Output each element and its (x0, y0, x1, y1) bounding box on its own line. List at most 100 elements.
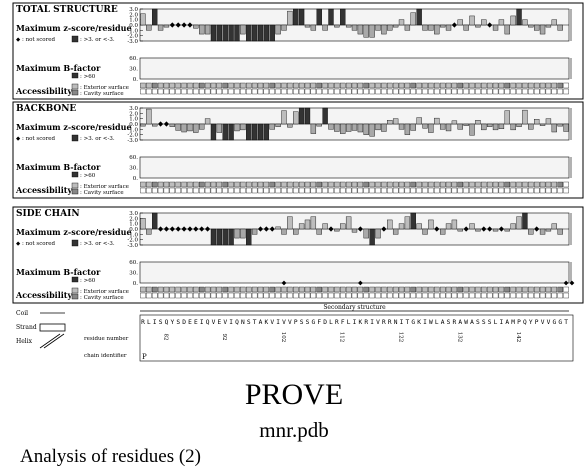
accessibility-cell (457, 187, 463, 194)
accessibility-cell (187, 286, 193, 293)
not-scored-marker (169, 226, 175, 232)
sequence-residue: V (282, 319, 286, 326)
page-title: PROVE (244, 378, 344, 411)
zscore-bar (463, 123, 469, 126)
accessibility-cell (498, 292, 505, 299)
sequence-residue: F (317, 319, 321, 326)
zscore-bar (298, 223, 305, 230)
accessibility-cell (481, 82, 487, 89)
accessibility-cell (469, 82, 475, 89)
accessibility-cell (557, 286, 563, 293)
zscore-bar (251, 228, 258, 235)
accessibility-cell (545, 292, 552, 299)
accessibility-cell (216, 88, 223, 95)
accessibility-cell (445, 187, 452, 194)
cavity-legend: : Cavity surface (80, 91, 124, 97)
accessibility-cell (281, 82, 287, 89)
zscore-bar (169, 123, 175, 127)
accessibility-cell (486, 88, 493, 95)
accessibility-cell (322, 286, 328, 293)
zscore-bar (216, 24, 223, 42)
accessibility-cell (234, 82, 240, 89)
bfactor-swatch (71, 72, 79, 79)
not-scored-marker (193, 226, 199, 232)
bfactor-tick-label: 0. (133, 281, 138, 287)
accessibility-cell (310, 88, 317, 95)
zscore-bar (263, 123, 270, 141)
accessibility-cell (387, 88, 393, 95)
helix-legend-line (43, 333, 65, 349)
accessibility-cell (533, 286, 540, 293)
zscore-bar (551, 19, 557, 26)
accessibility-cell (428, 88, 434, 95)
accessibility-cell (328, 181, 334, 188)
not-scored-marker (199, 226, 205, 232)
accessibility-cell (151, 187, 158, 194)
accessibility-cell (340, 187, 346, 194)
bfactor-swatch (71, 276, 79, 283)
accessibility-cell (222, 181, 228, 188)
zscore-bar (398, 123, 405, 130)
bfactor-swatch (71, 171, 79, 178)
accessibility-cell (422, 292, 428, 299)
beyond-three-swatch (71, 35, 79, 43)
zscore-tick-label: -1.0 (127, 28, 138, 34)
zscore-bar (322, 107, 328, 125)
zscore-bar (387, 219, 393, 230)
accessibility-cell (475, 88, 481, 95)
strand-legend-label: Strand (16, 324, 37, 331)
zscore-bar (469, 123, 475, 136)
accessibility-cell (310, 82, 317, 89)
accessibility-cell (275, 187, 281, 194)
accessibility-cell (351, 181, 358, 188)
accessibility-cell (422, 187, 428, 194)
accessibility-cell (334, 82, 340, 89)
accessibility-cell (451, 82, 458, 89)
accessibility-cell (198, 286, 205, 293)
accessibility-cell (422, 181, 428, 188)
accessibility-cell (340, 82, 346, 89)
accessibility-cell (439, 292, 446, 299)
accessibility-cell (563, 88, 569, 95)
zscore-bar (539, 24, 546, 35)
sequence-residue: E (188, 319, 192, 326)
zscore-bar (387, 120, 393, 125)
residue-number-tick: 132 (456, 332, 462, 343)
accessibility-cell (351, 286, 358, 293)
accessibility-cell (398, 286, 405, 293)
sequence-residue: Q (235, 319, 239, 326)
accessibility-cell (234, 286, 240, 293)
accessibility-cell (387, 286, 393, 293)
zscore-bar (328, 8, 334, 26)
accessibility-cell (516, 187, 522, 194)
zscore-bar (163, 24, 170, 28)
accessibility-cell (228, 82, 234, 89)
accessibility-cell (545, 286, 552, 293)
cavity-swatch (71, 188, 79, 195)
accessibility-cell (528, 181, 534, 188)
accessibility-label: Accessibility (15, 86, 72, 96)
accessibility-cell (434, 292, 440, 299)
bfactor-legend: : >60 (80, 173, 96, 179)
zscore-bar (216, 228, 223, 246)
accessibility-cell (492, 286, 499, 293)
accessibility-cell (275, 88, 281, 95)
accessibility-cell (163, 187, 170, 194)
accessibility-cell (416, 82, 422, 89)
accessibility-cell (287, 88, 293, 95)
bfactor-marker (357, 280, 363, 286)
accessibility-cell (492, 82, 499, 89)
sequence-residue: V (212, 319, 216, 326)
accessibility-cell (228, 286, 234, 293)
accessibility-cell (157, 292, 164, 299)
zscore-bar (422, 123, 428, 129)
accessibility-cell (251, 286, 258, 293)
zscore-bar (193, 123, 199, 133)
accessibility-cell (304, 187, 311, 194)
accessibility-cell (434, 181, 440, 188)
accessibility-cell (322, 187, 328, 194)
accessibility-cell (293, 187, 299, 194)
zscore-bar (157, 24, 164, 31)
accessibility-cell (533, 88, 540, 95)
zscore-bar (492, 24, 499, 31)
